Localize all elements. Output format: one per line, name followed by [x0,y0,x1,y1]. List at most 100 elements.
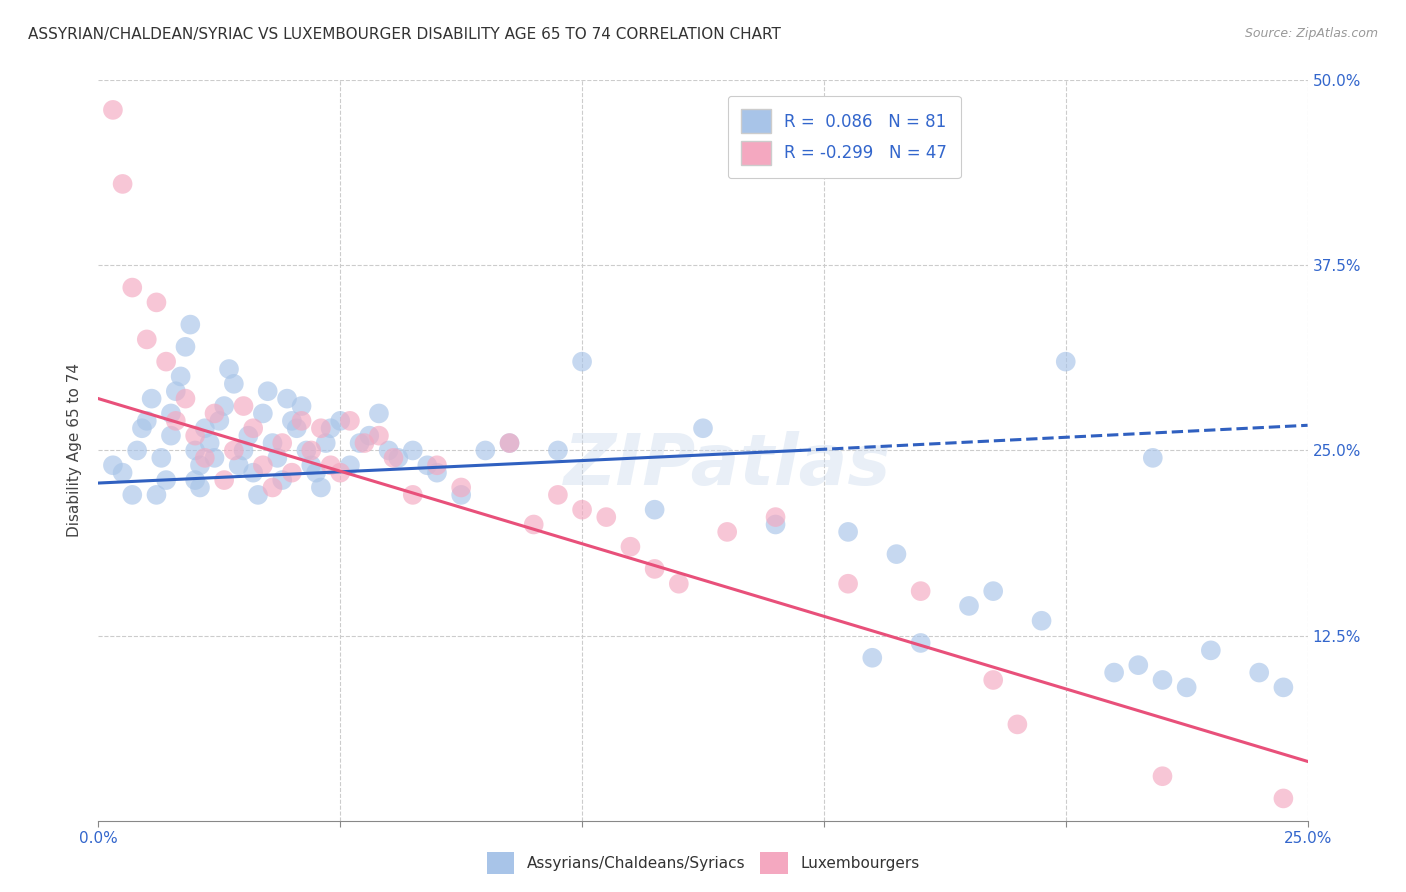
Point [150,450,173,465]
Point [160,428,183,442]
Point [1007,717,1029,731]
Point [353,436,375,450]
Point [198,436,221,450]
Point [262,436,284,450]
Text: ASSYRIAN/CHALDEAN/SYRIAC VS LUXEMBOURGER DISABILITY AGE 65 TO 74 CORRELATION CHA: ASSYRIAN/CHALDEAN/SYRIAC VS LUXEMBOURGER… [28,27,780,42]
Point [281,466,304,480]
Point [837,576,859,591]
Point [571,502,593,516]
Point [242,466,264,480]
Point [319,421,342,435]
Point [281,414,304,428]
Point [165,414,187,428]
Point [359,428,381,442]
Point [101,103,124,117]
Point [174,340,197,354]
Point [141,392,163,406]
Point [765,517,787,532]
Point [238,428,260,442]
Point [208,414,231,428]
Point [329,414,352,428]
Point [309,481,332,495]
Point [127,443,149,458]
Point [184,443,207,458]
Point [426,466,449,480]
Point [252,407,274,421]
Point [145,295,167,310]
Point [242,421,264,435]
Point [212,399,235,413]
Point [165,384,187,399]
Point [155,354,177,368]
Point [174,392,197,406]
Point [547,443,569,458]
Point [339,414,361,428]
Point [382,450,405,465]
Text: ZIPatlas: ZIPatlas [564,431,891,500]
Point [644,562,666,576]
Point [247,488,270,502]
Point [228,458,250,473]
Point [290,399,312,413]
Point [155,473,177,487]
Point [232,443,254,458]
Point [145,488,167,502]
Point [212,473,235,487]
Point [416,458,439,473]
Point [387,450,409,465]
Point [309,421,332,435]
Point [256,384,278,399]
Point [368,428,391,442]
Point [910,584,932,599]
Point [169,369,191,384]
Point [692,421,714,435]
Point [668,576,690,591]
Point [402,488,425,502]
Point [194,421,217,435]
Point [135,333,157,347]
Point [290,414,312,428]
Point [523,517,546,532]
Point [252,458,274,473]
Point [498,436,520,450]
Point [218,362,240,376]
Legend: Assyrians/Chaldeans/Syriacs, Luxembourgers: Assyrians/Chaldeans/Syriacs, Luxembourge… [481,846,925,880]
Point [222,376,245,391]
Point [339,458,361,473]
Point [329,466,352,480]
Point [1152,769,1174,783]
Point [1152,673,1174,687]
Point [426,458,449,473]
Point [204,407,226,421]
Point [319,458,342,473]
Point [271,436,294,450]
Point [547,488,569,502]
Point [1175,681,1198,695]
Point [1054,354,1077,368]
Text: Source: ZipAtlas.com: Source: ZipAtlas.com [1244,27,1378,40]
Point [1142,450,1164,465]
Point [716,524,738,539]
Point [315,436,337,450]
Point [1249,665,1271,680]
Point [860,650,883,665]
Point [188,458,211,473]
Point [765,510,787,524]
Point [305,466,328,480]
Point [1128,658,1150,673]
Point [295,443,318,458]
Point [179,318,201,332]
Point [910,636,932,650]
Point [349,436,371,450]
Point [271,473,294,487]
Point [1272,681,1295,695]
Point [285,421,308,435]
Point [299,458,322,473]
Point [121,280,143,294]
Point [222,443,245,458]
Point [266,450,288,465]
Point [262,481,284,495]
Point [886,547,908,561]
Point [402,443,425,458]
Point [450,481,472,495]
